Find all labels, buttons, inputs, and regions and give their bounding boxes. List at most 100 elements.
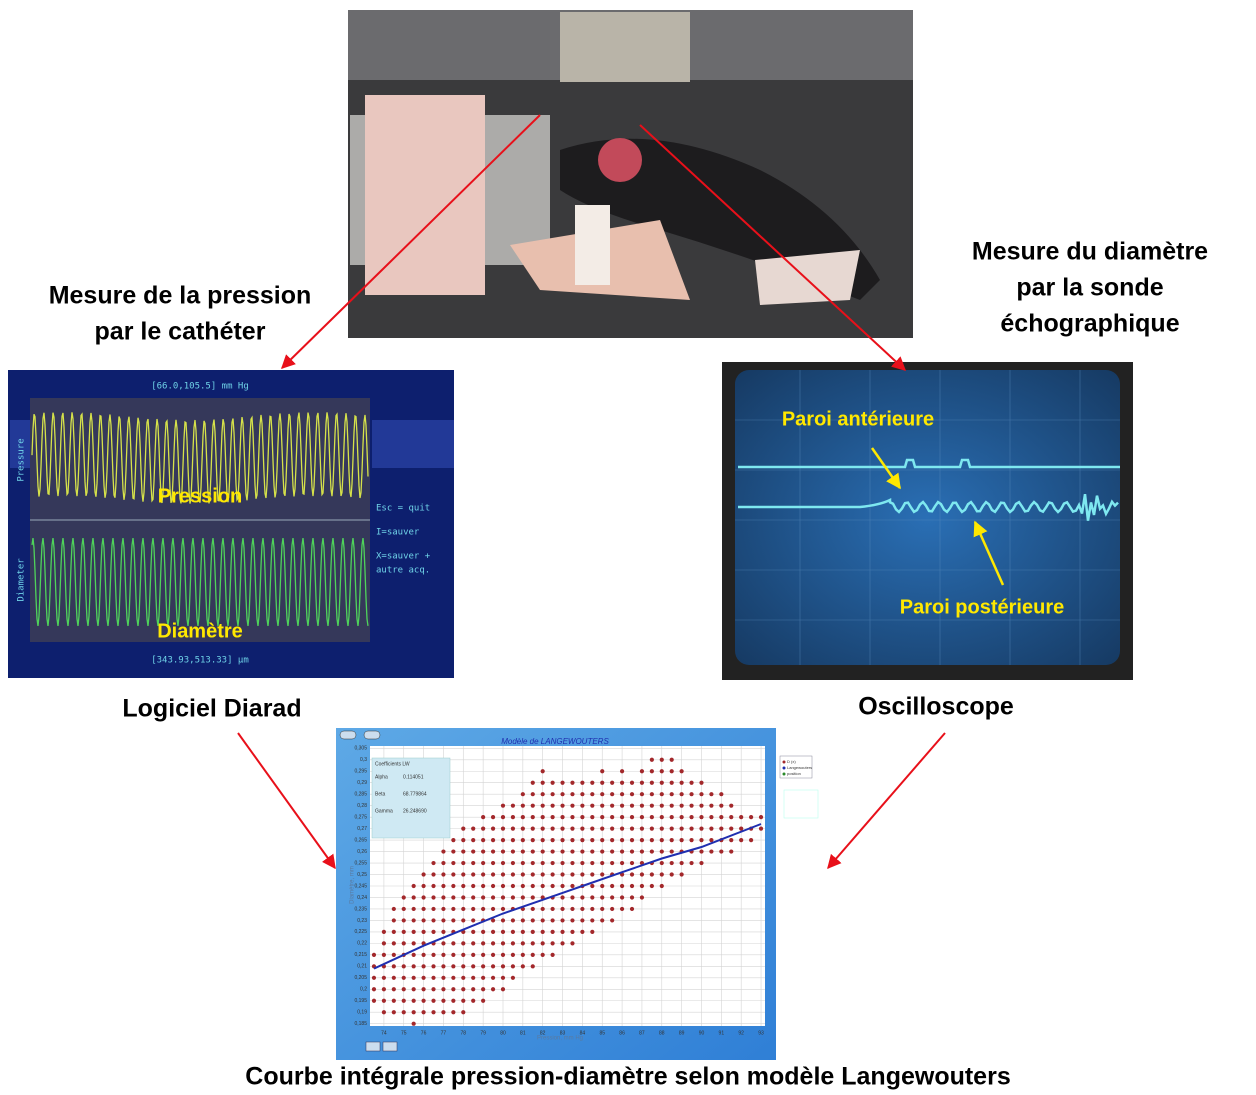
y-tick-label: 0,22 bbox=[357, 941, 367, 947]
data-point bbox=[689, 860, 694, 866]
data-point bbox=[699, 815, 704, 820]
data-point bbox=[520, 826, 525, 831]
data-point bbox=[510, 918, 516, 923]
data-point bbox=[739, 837, 744, 843]
menu-item: autre acq. bbox=[376, 566, 430, 576]
position-box bbox=[783, 789, 819, 819]
x-axis-label: Pression, mm Hg bbox=[537, 1036, 583, 1042]
data-point bbox=[610, 803, 615, 808]
axis-label: Diameter bbox=[17, 558, 27, 602]
data-point bbox=[371, 987, 377, 992]
data-point bbox=[451, 952, 456, 957]
data-point bbox=[659, 849, 664, 854]
label: Diamètre bbox=[157, 620, 243, 642]
data-point bbox=[451, 987, 456, 992]
data-point bbox=[421, 929, 426, 935]
data-point bbox=[530, 906, 535, 912]
data-point bbox=[739, 826, 744, 831]
data-point bbox=[580, 826, 585, 831]
data-point bbox=[500, 837, 506, 843]
menu-item: X=sauver + bbox=[376, 552, 431, 562]
data-point bbox=[610, 906, 615, 912]
data-point bbox=[451, 895, 456, 900]
data-point bbox=[570, 792, 575, 797]
x-tick-label: 82 bbox=[540, 1030, 546, 1036]
data-point bbox=[411, 964, 416, 969]
data-point bbox=[500, 815, 506, 820]
y-tick-label: 0,26 bbox=[357, 849, 367, 855]
data-point bbox=[381, 998, 386, 1003]
data-point bbox=[570, 860, 575, 866]
data-point bbox=[649, 792, 654, 797]
x-tick-label: 86 bbox=[619, 1030, 625, 1036]
caption: échographique bbox=[1000, 310, 1179, 338]
data-point bbox=[560, 941, 565, 946]
y-tick-label: 0,295 bbox=[354, 769, 367, 775]
data-point bbox=[500, 849, 506, 854]
data-point bbox=[411, 1010, 416, 1015]
data-point bbox=[669, 780, 674, 785]
data-point bbox=[530, 815, 535, 820]
data-point bbox=[530, 803, 535, 808]
data-point bbox=[500, 860, 506, 866]
data-point bbox=[590, 826, 595, 831]
data-point bbox=[629, 872, 635, 877]
data-point bbox=[560, 826, 565, 831]
data-point bbox=[659, 860, 664, 866]
data-point bbox=[371, 952, 377, 957]
data-point bbox=[709, 815, 714, 820]
trace bbox=[738, 494, 1119, 521]
data-point bbox=[431, 929, 436, 935]
data-point bbox=[490, 837, 496, 843]
data-point bbox=[461, 860, 466, 866]
data-point bbox=[758, 815, 764, 820]
data-point bbox=[629, 895, 635, 900]
data-point bbox=[431, 895, 436, 900]
data-point bbox=[431, 918, 436, 923]
y-tick-label: 0,215 bbox=[354, 952, 367, 958]
x-tick-label: 81 bbox=[520, 1030, 526, 1036]
data-point bbox=[471, 998, 476, 1003]
data-point bbox=[590, 872, 595, 877]
axis-label: Pressure bbox=[17, 438, 27, 481]
data-point bbox=[471, 975, 476, 980]
label: Pression bbox=[158, 485, 242, 507]
data-point bbox=[619, 837, 625, 843]
data-point bbox=[421, 872, 426, 877]
data-point bbox=[500, 895, 506, 900]
data-point bbox=[510, 941, 516, 946]
data-point bbox=[679, 860, 684, 866]
data-point bbox=[461, 952, 466, 957]
data-point bbox=[441, 918, 446, 923]
y-tick-label: 0,255 bbox=[354, 860, 367, 866]
data-point bbox=[580, 918, 585, 923]
data-point bbox=[490, 815, 496, 820]
data-point bbox=[669, 837, 674, 843]
data-point bbox=[560, 895, 565, 900]
data-point bbox=[490, 826, 496, 831]
data-point bbox=[401, 975, 406, 980]
x-tick-label: 92 bbox=[738, 1030, 744, 1036]
coefficient-name: Beta bbox=[375, 791, 386, 797]
data-point bbox=[610, 792, 615, 797]
y-tick-label: 0,23 bbox=[357, 918, 367, 924]
x-tick-label: 83 bbox=[560, 1030, 566, 1036]
data-point bbox=[481, 872, 486, 877]
data-point bbox=[550, 826, 555, 831]
data-point bbox=[659, 837, 664, 843]
data-point bbox=[391, 975, 396, 980]
data-point bbox=[381, 929, 386, 935]
data-point bbox=[500, 883, 506, 889]
data-point bbox=[610, 918, 615, 923]
x-tick-label: 91 bbox=[719, 1030, 725, 1036]
data-point bbox=[471, 952, 476, 957]
data-point bbox=[590, 883, 595, 889]
y-tick-label: 0,305 bbox=[354, 746, 367, 752]
data-point bbox=[431, 975, 436, 980]
data-point bbox=[490, 964, 496, 969]
data-point bbox=[481, 837, 486, 843]
data-point bbox=[500, 975, 506, 980]
data-point bbox=[550, 815, 555, 820]
data-point bbox=[510, 975, 516, 980]
data-point bbox=[560, 815, 565, 820]
